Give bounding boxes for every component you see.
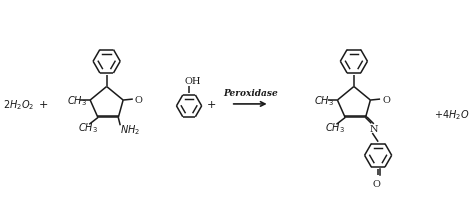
Text: $+ 4H_2O$: $+ 4H_2O$ — [434, 107, 470, 121]
Text: +: + — [207, 99, 216, 109]
Text: O: O — [372, 179, 380, 188]
Text: O: O — [382, 95, 390, 104]
Text: O: O — [135, 95, 143, 104]
Text: $2H_2O_2$: $2H_2O_2$ — [3, 98, 34, 111]
Text: OH: OH — [184, 77, 201, 86]
Text: $NH_2$: $NH_2$ — [120, 123, 140, 136]
Text: +: + — [39, 99, 48, 109]
Text: $CH_3$: $CH_3$ — [78, 121, 98, 134]
Text: Peroxidase: Peroxidase — [223, 89, 277, 98]
Text: $CH_3$: $CH_3$ — [67, 94, 87, 108]
Text: N: N — [369, 124, 378, 133]
Text: $CH_3$: $CH_3$ — [325, 121, 345, 134]
Text: $CH_3$: $CH_3$ — [314, 94, 334, 108]
